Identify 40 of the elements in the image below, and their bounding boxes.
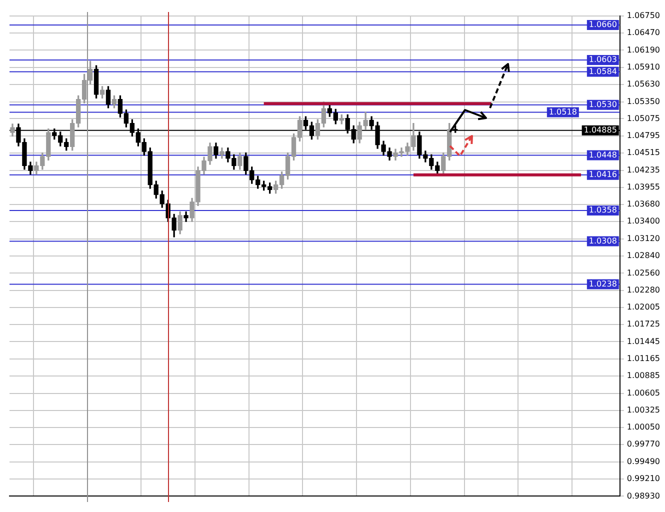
y-tick-label: 1.01725	[626, 320, 660, 329]
y-tick-label: 0.99770	[626, 440, 660, 449]
ref-line-label: 1.0416	[588, 170, 617, 179]
ref-line-label: 1.0238	[588, 279, 617, 288]
y-tick-label: 1.04515	[626, 148, 660, 158]
y-tick-label: 1.06470	[626, 28, 660, 38]
y-tick-label: 0.99210	[626, 474, 660, 484]
y-tick-label: 1.03400	[626, 216, 660, 226]
y-tick-label: 1.04795	[626, 130, 660, 140]
ref-line-label: 1.0660	[588, 20, 617, 30]
y-tick-label: 1.02005	[626, 302, 660, 312]
y-tick-label: 1.03120	[626, 234, 660, 243]
ref-line-label: 1.0358	[588, 206, 617, 215]
y-tick-label: 1.05910	[626, 62, 660, 72]
ref-line-label: 1.0448	[588, 150, 617, 160]
y-tick-label: 1.04235	[626, 165, 660, 174]
ref-line-label: 1.0518	[548, 107, 577, 116]
y-tick-label: 1.03955	[626, 182, 660, 192]
y-tick-label: 1.02560	[626, 268, 660, 278]
y-tick-label: 1.02840	[626, 251, 660, 260]
y-tick-label: 1.05350	[626, 96, 660, 106]
y-tick-label: 1.01445	[626, 336, 660, 346]
y-tick-label: 1.06750	[626, 10, 660, 20]
y-tick-label: 1.01165	[626, 354, 660, 363]
y-tick-label: 1.06190	[626, 45, 660, 54]
y-tick-label: 1.05630	[626, 80, 660, 89]
y-tick-label: 1.05075	[626, 114, 660, 123]
y-tick-label: 0.99490	[626, 456, 660, 466]
ref-line-label: 1.0584	[588, 66, 617, 76]
y-tick-label: 1.00050	[626, 422, 660, 432]
y-tick-label: 1.00605	[626, 388, 660, 398]
ref-line-label: 1.0308	[588, 236, 617, 246]
y-tick-label: 1.02280	[626, 285, 660, 294]
y-tick-label: 0.98930	[626, 491, 660, 500]
y-tick-label: 1.03680	[626, 199, 660, 208]
ref-line-label: 1.0603	[588, 55, 617, 64]
ref-line-label: 1.0530	[588, 100, 617, 109]
y-tick-label: 1.00885	[626, 371, 660, 380]
ref-line-label: 1.04885	[584, 125, 617, 134]
y-tick-label: 1.00325	[626, 406, 660, 415]
